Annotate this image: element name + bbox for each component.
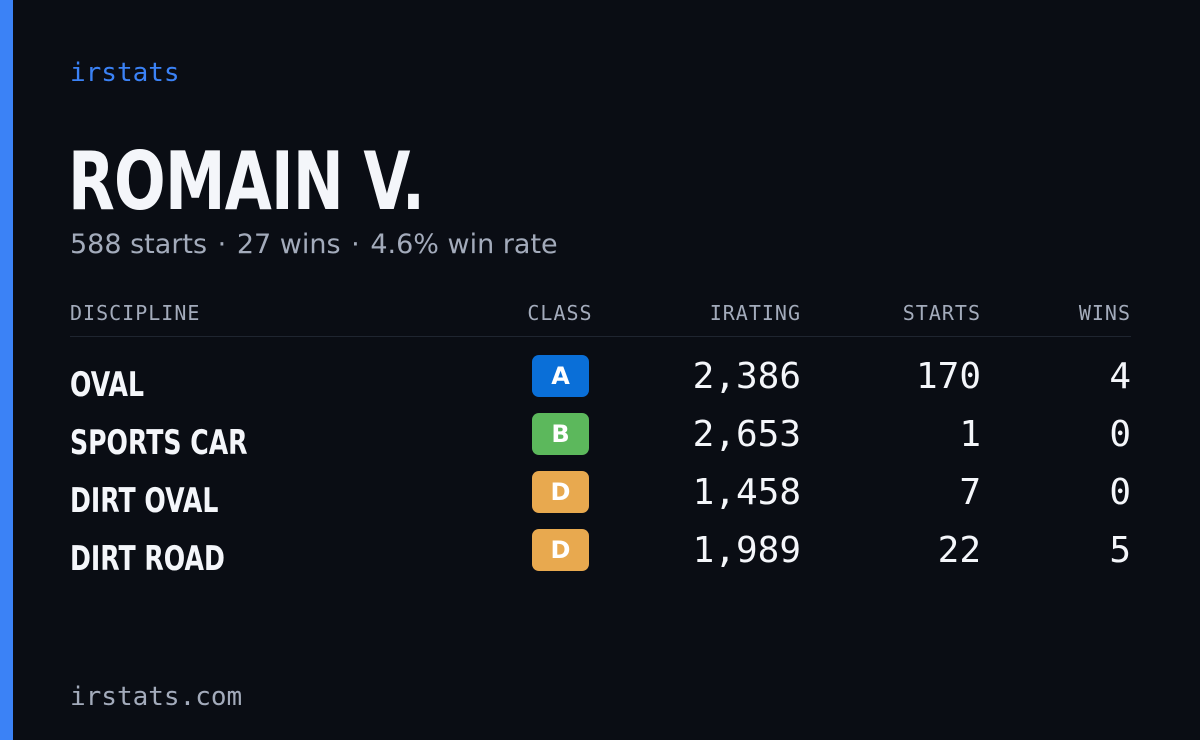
starts-value: 170 bbox=[915, 356, 981, 397]
starts-value: 1 bbox=[959, 414, 981, 455]
header-starts: STARTS bbox=[902, 301, 981, 325]
header-class-label: CLASS bbox=[527, 301, 593, 325]
separator: · bbox=[351, 229, 360, 260]
irating-value: 2,653 bbox=[692, 414, 801, 455]
table-header: DISCIPLINE CLASS IRATING STARTS WINS bbox=[70, 296, 1131, 337]
discipline-name: OVAL bbox=[70, 365, 144, 405]
table-row: SPORTS CAR B 2,653 1 0 bbox=[70, 411, 1131, 469]
discipline-name: DIRT ROAD bbox=[70, 539, 225, 579]
irating-value: 1,989 bbox=[692, 530, 801, 571]
brand-logo: irstats bbox=[70, 58, 180, 88]
class-badge: B bbox=[532, 413, 589, 455]
wins-value: 0 bbox=[1109, 472, 1131, 513]
win-rate-summary: 4.6% win rate bbox=[370, 229, 558, 260]
footer-url[interactable]: irstats.com bbox=[70, 682, 243, 712]
wins-value: 4 bbox=[1109, 356, 1131, 397]
header-discipline: DISCIPLINE bbox=[70, 301, 201, 325]
class-badge: D bbox=[532, 529, 589, 571]
wins-value: 5 bbox=[1109, 530, 1131, 571]
accent-bar bbox=[0, 0, 13, 740]
irating-value: 1,458 bbox=[692, 472, 801, 513]
table-row: DIRT OVAL D 1,458 7 0 bbox=[70, 469, 1131, 527]
discipline-table: DISCIPLINE CLASS IRATING STARTS WINS OVA… bbox=[70, 296, 1131, 585]
driver-name: ROMAIN V. bbox=[68, 135, 425, 228]
table-row: OVAL A 2,386 170 4 bbox=[70, 353, 1131, 411]
class-badge: D bbox=[532, 471, 589, 513]
table-body: OVAL A 2,386 170 4 SPORTS CAR B 2,653 1 … bbox=[70, 337, 1131, 585]
irating-value: 2,386 bbox=[692, 356, 801, 397]
header-irating: IRATING bbox=[709, 301, 801, 325]
class-badge: A bbox=[532, 355, 589, 397]
starts-value: 7 bbox=[959, 472, 981, 513]
header-wins: WINS bbox=[1078, 301, 1131, 325]
separator: · bbox=[217, 229, 227, 260]
driver-summary: 588 starts · 27 wins · 4.6% win rate bbox=[70, 227, 558, 263]
wins-value: 0 bbox=[1109, 414, 1131, 455]
wins-summary: 27 wins bbox=[236, 229, 341, 260]
discipline-name: SPORTS CAR bbox=[70, 423, 248, 463]
starts-summary: 588 starts bbox=[70, 229, 208, 260]
discipline-name: DIRT OVAL bbox=[70, 481, 219, 521]
table-row: DIRT ROAD D 1,989 22 5 bbox=[70, 527, 1131, 585]
starts-value: 22 bbox=[937, 530, 981, 571]
